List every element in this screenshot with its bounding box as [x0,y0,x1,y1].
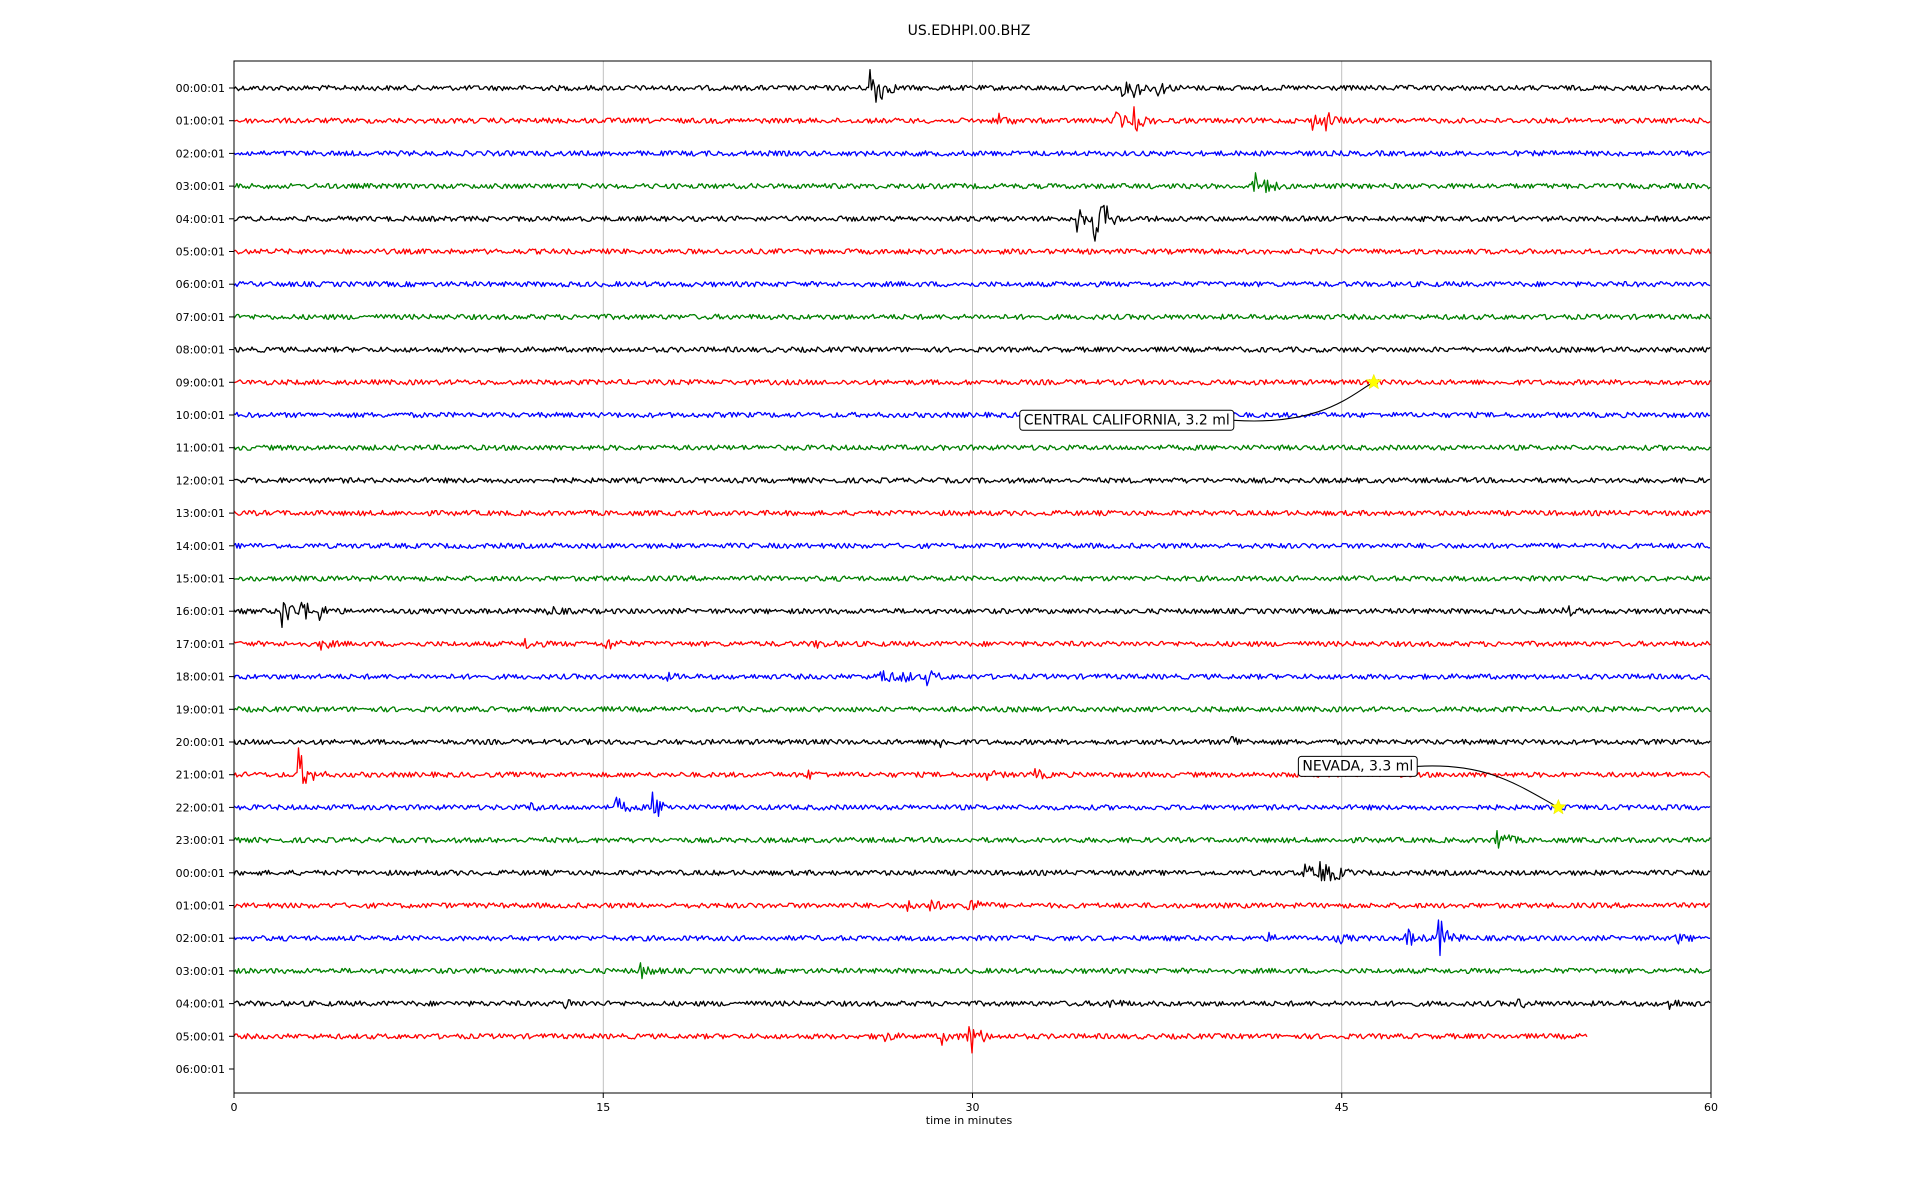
seismic-trace [233,1026,1588,1054]
seismic-trace [233,736,1711,749]
seismic-trace [233,150,1711,157]
seismic-trace [233,411,1711,419]
y-tick-label: 01:00:01 [176,900,225,913]
seismic-trace [233,280,1711,288]
seismic-trace [233,919,1711,957]
y-tick-label: 08:00:01 [176,344,225,357]
y-tick-labels: 00:00:01 01:00:01 02:00:01 03:00:01 04:00:01… [176,82,234,1076]
y-tick-label: 04:00:01 [176,998,225,1011]
x-tick-label: 30 [966,1101,980,1114]
y-tick-label: 09:00:01 [176,376,225,389]
event-label-box [1019,409,1235,431]
seismic-trace [233,346,1711,353]
seismic-trace [233,998,1711,1010]
seismic-trace [233,379,1711,386]
y-tick-label: 10:00:01 [176,409,225,422]
x-axis-label: time in minutes [926,1114,1013,1127]
y-tick-label: 14:00:01 [176,540,225,553]
y-tick-label: 11:00:01 [176,442,225,455]
annotation-connector [1233,381,1374,422]
seismic-trace [233,444,1711,451]
seismic-trace [233,747,1711,784]
y-tick-label: 05:00:01 [176,246,225,259]
seismic-trace [233,899,1711,912]
y-tick-label: 02:00:01 [176,147,225,160]
y-tick-label: 03:00:01 [176,965,225,978]
event-star-marker [1550,798,1567,815]
seismic-trace [233,248,1711,255]
y-tick-label: 18:00:01 [176,671,225,684]
seismic-trace [233,830,1711,849]
seismic-trace [233,791,1711,817]
event-star-marker [1365,373,1383,390]
y-tick-label: 23:00:01 [176,834,225,847]
annotation-connector [1417,765,1559,808]
seismic-trace [233,670,1711,687]
y-tick-label: 06:00:01 [176,278,225,291]
y-tick-label: 17:00:01 [176,638,225,651]
seismic-trace [233,542,1711,550]
seismic-trace [233,601,1711,629]
y-tick-label: 15:00:01 [176,573,225,586]
chart-title: US.EDHPI.00.BHZ [908,23,1031,39]
seismic-trace [233,861,1711,882]
seismic-trace [233,477,1711,484]
y-tick-label: 20:00:01 [176,736,225,749]
seismic-trace [233,106,1711,132]
seismic-trace [233,172,1711,194]
trace-layer [233,68,1711,1054]
event-label: NEVADA, 3.3 ml [1302,758,1413,774]
y-tick-label: 22:00:01 [176,801,225,814]
y-tick-label: 21:00:01 [176,769,225,782]
event-annotation: NEVADA, 3.3 ml [1297,755,1567,815]
event-label-box [1297,755,1418,777]
y-tick-label: 05:00:01 [176,1030,225,1043]
seismic-trace [233,313,1711,321]
x-tick-label: 45 [1335,1101,1349,1114]
y-tick-label: 00:00:01 [176,867,225,880]
seismic-trace [233,509,1711,517]
y-tick-label: 19:00:01 [176,703,225,716]
seismic-trace [233,706,1711,713]
x-tick-label: 0 [231,1101,238,1114]
y-tick-label: 03:00:01 [176,180,225,193]
x-tick-label: 60 [1704,1101,1718,1114]
y-tick-label: 06:00:01 [176,1063,225,1076]
y-tick-label: 04:00:01 [176,213,225,226]
seismic-trace [233,637,1711,651]
x-tick-label: 15 [596,1101,610,1114]
y-tick-label: 13:00:01 [176,507,225,520]
y-tick-label: 16:00:01 [176,605,225,618]
y-tick-label: 07:00:01 [176,311,225,324]
y-tick-label: 12:00:01 [176,474,225,487]
x-tick-labels: 0 15 30 45 60 [231,1093,1718,1114]
seismic-trace [233,68,1711,103]
y-tick-label: 01:00:01 [176,115,225,128]
event-label: CENTRAL CALIFORNIA, 3.2 ml [1024,412,1230,428]
annotation-layer: CENTRAL CALIFORNIA, 3.2 ml NEVADA, 3.3 ml [1019,373,1567,815]
event-annotation: CENTRAL CALIFORNIA, 3.2 ml [1019,373,1383,431]
y-tick-label: 02:00:01 [176,932,225,945]
y-tick-label: 00:00:01 [176,82,225,95]
seismic-trace [233,962,1711,980]
seismic-trace [233,575,1711,582]
seismic-trace [233,204,1711,242]
